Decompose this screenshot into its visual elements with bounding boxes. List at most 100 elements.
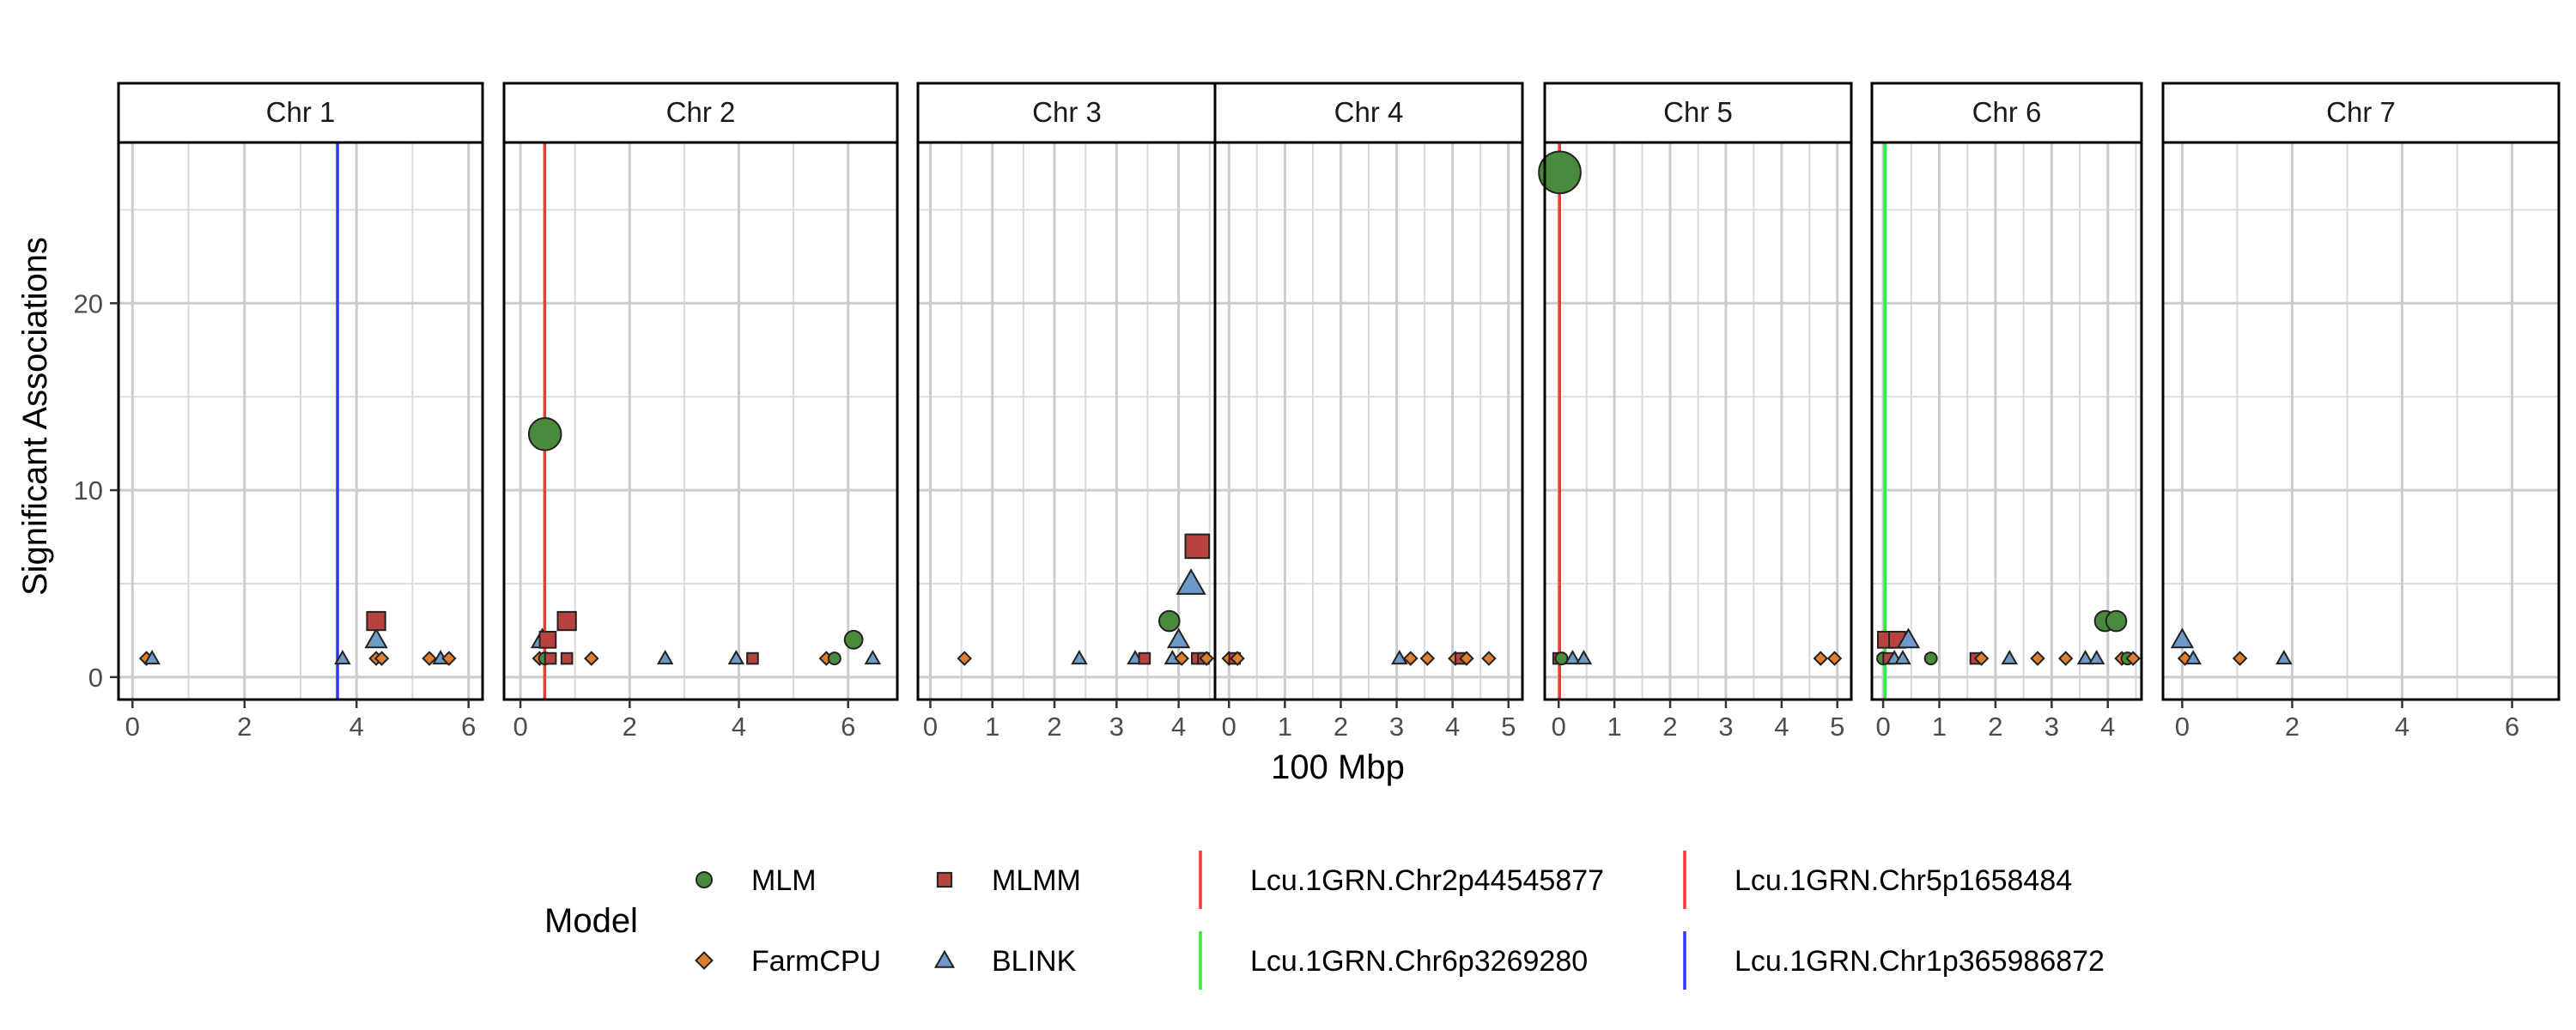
point-blink xyxy=(2076,650,2094,665)
facet-label: Chr 1 xyxy=(266,96,336,128)
point-blink xyxy=(1166,627,1191,649)
panel-border xyxy=(1870,141,2143,701)
x-tick-label: 3 xyxy=(1109,712,1124,742)
plot-area xyxy=(2163,142,2559,700)
y-tick-label: 0 xyxy=(88,663,103,693)
point-farmcpu xyxy=(1419,651,1436,666)
x-tick-label: 0 xyxy=(1222,712,1236,742)
point-mlmm xyxy=(556,610,577,632)
point-farmcpu xyxy=(1459,651,1474,666)
x-tick-label: 2 xyxy=(1988,712,2002,742)
plot-area xyxy=(1872,142,2142,700)
point-blink xyxy=(1176,568,1206,595)
point-farmcpu xyxy=(2030,651,2045,666)
point-farmcpu xyxy=(1199,651,1214,666)
x-tick-label: 5 xyxy=(1501,712,1516,742)
legend-key-farmcpu xyxy=(695,951,714,970)
x-axis-title: 100 Mbp xyxy=(1271,748,1405,786)
facet-strip xyxy=(916,82,1218,144)
panel-border xyxy=(1213,141,1524,701)
x-tick-label: 1 xyxy=(1607,712,1622,742)
point-blink xyxy=(727,650,745,665)
point-farmcpu xyxy=(1230,651,1245,666)
legend-label-mlm: MLM xyxy=(751,864,817,897)
point-mlm xyxy=(2105,609,2128,633)
point-mlm xyxy=(1157,609,1181,633)
facet-strip xyxy=(1870,82,2143,144)
point-mlm xyxy=(827,651,841,666)
point-blink xyxy=(2087,650,2105,665)
y-axis-title: Significant Associations xyxy=(16,237,54,596)
point-farmcpu xyxy=(374,651,390,666)
point-blink xyxy=(1575,650,1593,665)
facet-strip xyxy=(502,82,899,144)
point-blink xyxy=(1071,650,1088,665)
legend-key-blink xyxy=(933,949,956,968)
panel-2: Chr 2 0 2 4 6 xyxy=(502,82,899,742)
panel-border xyxy=(117,141,484,701)
facet-label: Chr 2 xyxy=(666,96,736,128)
x-tick-label: 3 xyxy=(2044,712,2059,742)
point-blink xyxy=(2170,627,2195,649)
y-tick-label: 20 xyxy=(74,288,103,318)
legend-line-label: Lcu.1GRN.Chr5p1658484 xyxy=(1735,864,2072,897)
x-tick-label: 1 xyxy=(985,712,999,742)
point-blink xyxy=(2275,650,2293,665)
point-farmcpu xyxy=(957,651,972,666)
point-mlmm xyxy=(1138,651,1151,665)
point-farmcpu xyxy=(422,651,437,666)
point-mlm xyxy=(1538,150,1582,195)
x-tick-label: 4 xyxy=(1171,712,1186,742)
point-blink xyxy=(2001,650,2019,665)
point-farmcpu xyxy=(1813,651,1829,666)
legend-title: Model xyxy=(544,902,638,940)
facet-strip xyxy=(117,82,484,144)
legend-line-label: Lcu.1GRN.Chr6p3269280 xyxy=(1250,945,1588,978)
panel-3: Chr 3 0 1 2 3 4 xyxy=(916,82,1218,742)
facet-strip xyxy=(1213,82,1524,144)
x-tick-label: 0 xyxy=(923,712,938,742)
x-tick-label: 1 xyxy=(1278,712,1292,742)
point-mlmm xyxy=(538,630,557,649)
x-tick-label: 0 xyxy=(2175,712,2190,742)
point-mlmm xyxy=(366,610,386,632)
x-tick-label: 4 xyxy=(732,712,746,742)
x-tick-label: 2 xyxy=(237,712,252,742)
point-blink xyxy=(1391,650,1408,665)
facet-label: Chr 4 xyxy=(1334,96,1404,128)
point-blink xyxy=(1896,627,1921,649)
x-tick-label: 2 xyxy=(1662,712,1677,742)
point-mlmm xyxy=(544,651,557,665)
plot-area xyxy=(918,142,1216,700)
x-tick-label: 2 xyxy=(623,712,637,742)
x-tick-label: 0 xyxy=(1552,712,1566,742)
legend-label-farmcpu: FarmCPU xyxy=(751,945,881,978)
panel-4: Chr 4 0 1 2 3 4 5 xyxy=(1213,82,1524,742)
point-blink xyxy=(364,627,388,649)
point-mlmm xyxy=(560,651,574,665)
facet-label: Chr 3 xyxy=(1032,96,1102,128)
point-farmcpu xyxy=(584,651,599,666)
legend-key-mlmm xyxy=(936,871,953,888)
point-blink xyxy=(1894,650,1911,665)
x-tick-label: 2 xyxy=(1047,712,1061,742)
point-farmcpu xyxy=(2177,651,2193,666)
facet-label: Chr 5 xyxy=(1663,96,1733,128)
panel-border xyxy=(2161,141,2561,701)
x-tick-label: 6 xyxy=(461,712,476,742)
legend: Model MLM MLMM FarmCPU BLINK Lcu.1GRN.Chr2p4… xyxy=(544,851,2105,990)
legend-label-blink: BLINK xyxy=(992,945,1077,978)
point-farmcpu xyxy=(1481,651,1497,666)
x-tick-label: 2 xyxy=(2285,712,2300,742)
point-blink xyxy=(143,650,161,665)
panel-5: Chr 5 0 1 2 3 4 5 xyxy=(1538,82,1853,742)
point-blink xyxy=(1564,650,1582,665)
x-tick-label: 4 xyxy=(2395,712,2409,742)
x-tick-label: 3 xyxy=(1718,712,1733,742)
x-tick-label: 0 xyxy=(125,712,140,742)
x-tick-label: 4 xyxy=(349,712,364,742)
x-tick-label: 0 xyxy=(513,712,527,742)
legend-line-label: Lcu.1GRN.Chr1p365986872 xyxy=(1735,945,2105,978)
panel-border xyxy=(502,141,899,701)
